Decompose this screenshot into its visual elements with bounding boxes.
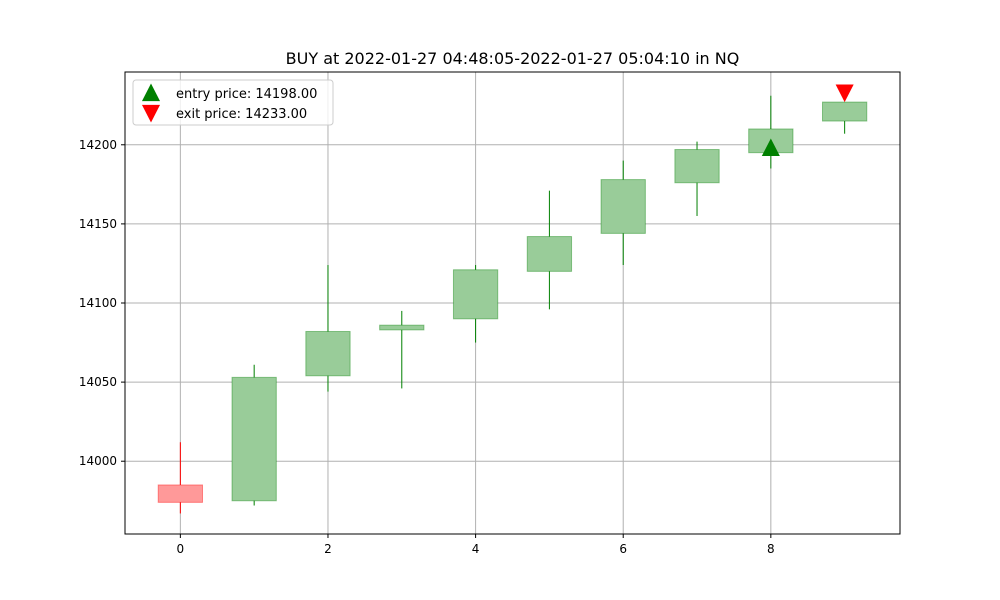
candle-body: [526, 236, 573, 272]
candle: [600, 160, 646, 266]
candle-body: [379, 324, 425, 331]
y-tick-label: 14050: [79, 375, 117, 389]
x-tick-label: 2: [324, 542, 332, 556]
y-tick-label: 14150: [79, 217, 117, 231]
candle-body: [231, 376, 277, 502]
candle: [748, 95, 794, 169]
candle: [305, 265, 351, 392]
candle-body: [452, 269, 499, 320]
candle-body: [674, 149, 720, 184]
candle: [674, 141, 720, 216]
candle: [822, 101, 868, 134]
candle-body: [305, 330, 351, 377]
chart-title: BUY at 2022-01-27 04:48:05-2022-01-27 05…: [286, 49, 740, 68]
candle: [526, 190, 573, 310]
candle: [231, 364, 277, 506]
candle-body: [600, 179, 646, 234]
candle-body: [822, 101, 868, 122]
legend-label: entry price: 14198.00: [176, 87, 317, 102]
entry-marker: [761, 138, 780, 157]
x-tick-label: 4: [472, 542, 480, 556]
y-tick-label: 14200: [79, 138, 117, 152]
trade-markers: [761, 84, 854, 157]
legend: entry price: 14198.00 exit price: 14233.0…: [132, 79, 334, 126]
legend-marker: [141, 104, 161, 123]
legend-label: exit price: 14233.00: [176, 107, 307, 122]
candles: [157, 95, 868, 514]
candle: [452, 265, 499, 343]
x-tick-label: 0: [177, 542, 185, 556]
candle: [157, 442, 203, 514]
axis-ticks: 0 2 4 6 8 14000 14050 14100 14150 14200: [79, 138, 775, 556]
y-tick-label: 14100: [79, 296, 117, 310]
y-tick-label: 14000: [79, 454, 117, 468]
candle: [379, 310, 425, 389]
candle-body: [157, 484, 203, 503]
legend-marker: [141, 83, 161, 102]
x-tick-label: 6: [619, 542, 627, 556]
legend-box: [132, 79, 334, 126]
x-tick-label: 8: [767, 542, 775, 556]
exit-marker: [835, 84, 854, 103]
